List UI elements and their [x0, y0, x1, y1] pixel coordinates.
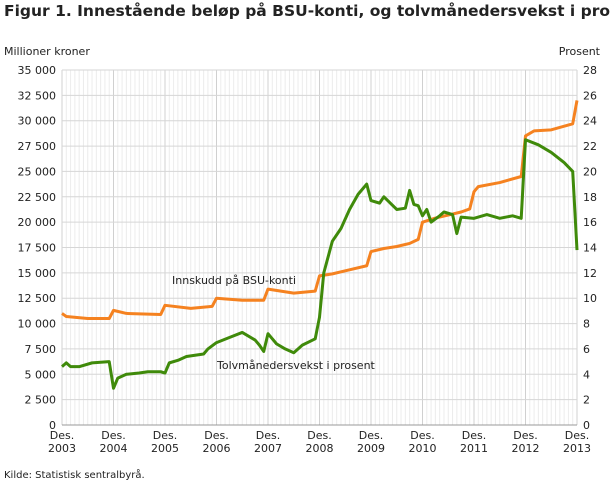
y-axis-label-left: Millioner kroner [4, 45, 90, 58]
y-tick-label-left: 20 000 [18, 216, 57, 229]
chart-title: Figur 1. Innestående beløp på BSU-konti,… [4, 2, 610, 20]
y-tick-label-right: 2 [583, 394, 590, 407]
x-tick-label-year: 2008 [306, 442, 334, 455]
y-tick-label-left: 27 500 [18, 140, 57, 153]
x-tick-label-year: 2012 [512, 442, 540, 455]
x-tick-label-year: 2011 [460, 442, 488, 455]
y-tick-label-left: 17 500 [18, 242, 57, 255]
y-tick-label-right: 16 [583, 216, 597, 229]
y-tick-label-left: 5 000 [25, 368, 57, 381]
x-tick-label-year: 2010 [409, 442, 437, 455]
y-tick-label-right: 8 [583, 318, 590, 331]
y-tick-label-right: 4 [583, 368, 590, 381]
y-tick-label-left: 22 500 [18, 191, 57, 204]
x-tick-label-year: 2009 [357, 442, 385, 455]
x-tick-label-year: 2007 [254, 442, 282, 455]
x-tick-label-year: 2005 [151, 442, 179, 455]
y-tick-label-right: 28 [583, 64, 597, 77]
source-note: Kilde: Statistisk sentralbyrå. [4, 470, 145, 481]
x-tick-label: Des. [153, 429, 177, 442]
y-tick-label-right: 20 [583, 165, 597, 178]
y-tick-label-left: 7 500 [25, 343, 57, 356]
y-tick-label-left: 15 000 [18, 267, 57, 280]
y-tick-label-right: 26 [583, 89, 597, 102]
y-tick-label-left: 10 000 [18, 318, 57, 331]
y-tick-label-left: 32 500 [18, 89, 57, 102]
y-tick-label-right: 22 [583, 140, 597, 153]
x-tick-label: Des. [513, 429, 537, 442]
y-tick-label-right: 0 [583, 419, 590, 432]
x-tick-label: Des. [50, 429, 74, 442]
x-tick-label: Des. [565, 429, 589, 442]
x-tick-label-year: 2006 [203, 442, 231, 455]
y-tick-label-left: 2 500 [25, 394, 57, 407]
y-tick-label-left: 12 500 [18, 292, 57, 305]
x-tick-label: Des. [462, 429, 486, 442]
y-tick-label-right: 10 [583, 292, 597, 305]
x-tick-label: Des. [359, 429, 383, 442]
y-tick-label-right: 12 [583, 267, 597, 280]
x-tick-label-year: 2003 [48, 442, 76, 455]
y-tick-label-left: 25 000 [18, 165, 57, 178]
series-label-deposits: Innskudd på BSU-konti [172, 274, 296, 287]
y-tick-label-right: 14 [583, 242, 597, 255]
y-tick-label-left: 30 000 [18, 115, 57, 128]
y-tick-label-right: 6 [583, 343, 590, 356]
x-tick-label: Des. [256, 429, 280, 442]
x-tick-label: Des. [307, 429, 331, 442]
y-axis-label-right: Prosent [559, 45, 601, 58]
x-tick-label: Des. [101, 429, 125, 442]
y-tick-label-left: 0 [49, 419, 56, 432]
series-label-growth: Tolvmånedersvekst i prosent [216, 359, 376, 372]
x-tick-label: Des. [204, 429, 228, 442]
x-tick-label: Des. [410, 429, 434, 442]
x-tick-label-year: 2004 [100, 442, 128, 455]
x-tick-label-year: 2013 [563, 442, 591, 455]
y-tick-label-left: 35 000 [18, 64, 57, 77]
series-line-growth [61, 138, 579, 390]
y-tick-label-right: 24 [583, 115, 597, 128]
y-tick-label-right: 18 [583, 191, 597, 204]
